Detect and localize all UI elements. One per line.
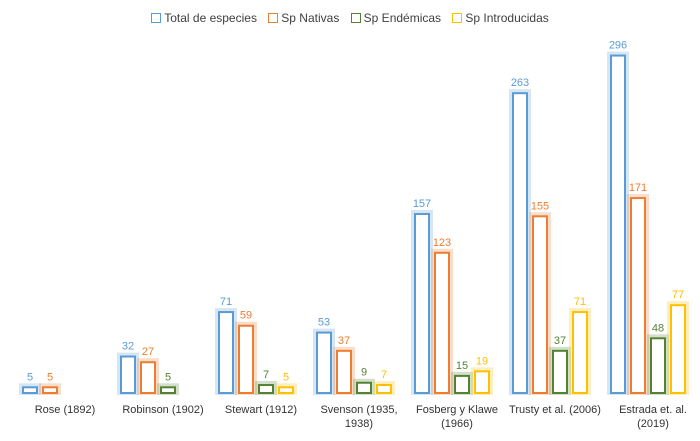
bar-endemicas (160, 386, 176, 394)
data-label-introducidas: 7 (381, 369, 387, 381)
legend-item-total: Total de especies (151, 11, 257, 25)
x-tick-label: Fosberg y Klawe (416, 404, 498, 416)
x-tick-label: (2019) (637, 418, 669, 430)
bar-nativas (336, 349, 352, 395)
legend-swatch-endemicas (350, 13, 361, 23)
bar-total (512, 92, 528, 395)
bar-nativas (532, 215, 548, 394)
data-label-introducidas: 19 (476, 355, 488, 367)
legend-label-endemicas: Sp Endémicas (363, 11, 442, 25)
data-label-total: 296 (609, 40, 627, 52)
bar-endemicas (356, 381, 372, 394)
bar-introducidas (670, 304, 686, 394)
legend-item-endemicas: Sp Endémicas (350, 11, 442, 25)
data-label-nativas: 5 (47, 371, 53, 383)
bar-total (120, 355, 136, 394)
data-label-total: 53 (318, 317, 330, 329)
bar-total (610, 54, 626, 395)
data-label-endemicas: 15 (456, 360, 468, 372)
legend-item-nativas: Sp Nativas (268, 11, 339, 25)
data-label-total: 71 (220, 296, 232, 308)
data-label-endemicas: 37 (554, 335, 566, 347)
data-label-endemicas: 5 (165, 371, 171, 383)
bar-introducidas (376, 384, 392, 394)
bar-nativas (238, 324, 254, 394)
data-label-total: 263 (511, 77, 529, 89)
bar-nativas (42, 386, 58, 394)
data-label-nativas: 27 (142, 346, 154, 358)
data-label-introducidas: 5 (283, 371, 289, 383)
data-label-introducidas: 77 (672, 289, 684, 301)
x-tick-label: Rose (1892) (35, 404, 96, 416)
bar-total (218, 311, 234, 394)
bar-nativas (630, 197, 646, 394)
data-label-endemicas: 9 (361, 367, 367, 379)
x-tick-label: Svenson (1935, (320, 404, 397, 416)
legend-label-nativas: Sp Nativas (281, 11, 340, 25)
legend-label-total: Total de especies (164, 11, 257, 25)
bar-introducidas (474, 370, 490, 394)
data-label-nativas: 59 (240, 310, 252, 322)
x-tick-label: Robinson (1902) (122, 404, 203, 416)
bar-endemicas (454, 374, 470, 394)
data-label-nativas: 123 (433, 237, 451, 249)
bar-total (316, 331, 332, 394)
x-tick-label: Estrada et. al. (619, 404, 687, 416)
x-tick-label: (1966) (441, 418, 473, 430)
legend-label-introducidas: Sp Introducidas (465, 11, 549, 25)
bar-introducidas (572, 311, 588, 394)
legend-item-introducidas: Sp Introducidas (452, 11, 549, 25)
data-label-endemicas: 7 (263, 369, 269, 381)
bar-total (22, 386, 38, 394)
bar-endemicas (650, 337, 666, 394)
data-label-total: 5 (27, 371, 33, 383)
data-label-total: 157 (413, 198, 431, 210)
data-label-nativas: 155 (531, 200, 549, 212)
data-label-introducidas: 71 (574, 296, 586, 308)
data-label-total: 32 (122, 341, 134, 353)
bar-total (414, 213, 430, 394)
x-tick-label: 1938) (345, 418, 373, 430)
legend: Total de especies Sp Nativas Sp Endémica… (0, 11, 700, 25)
legend-swatch-nativas (268, 13, 279, 23)
bar-introducidas (278, 386, 294, 394)
bar-endemicas (552, 349, 568, 395)
bar-nativas (434, 251, 450, 394)
bar-nativas (140, 361, 156, 395)
legend-swatch-introducidas (452, 13, 463, 23)
x-tick-label: Stewart (1912) (225, 404, 297, 416)
legend-swatch-total (151, 13, 162, 23)
data-label-nativas: 171 (629, 182, 647, 194)
data-label-nativas: 37 (338, 335, 350, 347)
data-label-endemicas: 48 (652, 322, 664, 334)
x-tick-label: Trusty et al. (2006) (509, 404, 601, 416)
bar-endemicas (258, 384, 274, 394)
